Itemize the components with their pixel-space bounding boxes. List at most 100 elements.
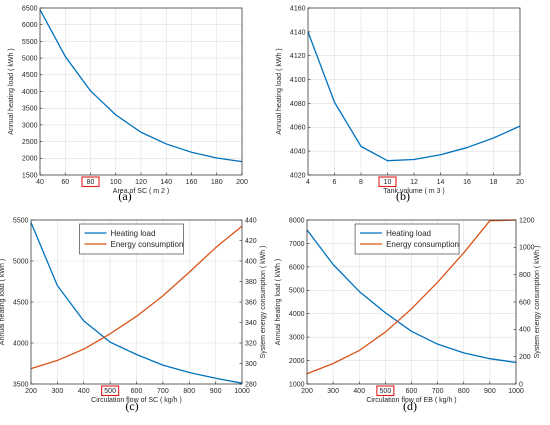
legend-box xyxy=(79,223,184,255)
axis-frame xyxy=(30,219,243,385)
panel-label: (d) xyxy=(403,399,417,413)
y-tick-label: 2500 xyxy=(22,139,38,146)
x-tick-label: 6 xyxy=(333,179,337,186)
series-line-heating-load xyxy=(307,31,521,162)
y-tick-label: 4060 xyxy=(290,125,306,132)
y2-tick-label: 360 xyxy=(245,299,257,306)
y-axis-label: Annual heating load ( kWh ) xyxy=(275,259,282,345)
y-tick-label: 4500 xyxy=(13,299,29,306)
y-tick-label: 5000 xyxy=(13,258,29,265)
series-line-energy-consumption xyxy=(30,225,243,370)
x-tick-label: 900 xyxy=(484,388,496,395)
x-tick-label: 400 xyxy=(78,388,90,395)
chart-panel-b: 4 6 8 10 12 14 16 18 20 4020 4040 4060 4080 4100 4120 4… xyxy=(276,5,524,203)
x-tick-label: 12 xyxy=(410,179,418,186)
x-tick-label: 500 xyxy=(104,388,116,395)
y-tick-label: 7000 xyxy=(289,241,305,248)
x-tick-label: 16 xyxy=(463,179,471,186)
y2-tick-label: 300 xyxy=(245,361,257,368)
legend-entry: Heating load xyxy=(111,229,156,238)
panel-label: (a) xyxy=(118,189,131,203)
y-tick-label: 5500 xyxy=(22,39,38,46)
x-tick-label: 8 xyxy=(359,179,363,186)
y-axis-label: Annual heating load ( kWh ) xyxy=(8,48,15,134)
x-tick-label: 18 xyxy=(490,179,498,186)
series-line-heating-load xyxy=(306,229,517,364)
x-tick-label: 200 xyxy=(301,388,313,395)
chart-panel-d: 200 300 400 500 600 700 800 900 1000100020003000… xyxy=(275,217,541,413)
highlight-box xyxy=(101,385,120,397)
y2-tick-label: 320 xyxy=(245,340,257,347)
y-tick-label: 4120 xyxy=(290,53,306,60)
x-tick-label: 1000 xyxy=(508,388,524,395)
y-tick-label: 2000 xyxy=(22,156,38,163)
x-tick-label: 200 xyxy=(236,179,248,186)
highlight-box xyxy=(376,385,395,397)
y-tick-label: 4500 xyxy=(22,72,38,79)
y-tick-label: 6000 xyxy=(22,22,38,29)
x-tick-label: 600 xyxy=(406,388,418,395)
x-tick-label: 1000 xyxy=(234,388,250,395)
highlight-box xyxy=(81,176,100,188)
x-tick-label: 14 xyxy=(437,179,445,186)
y-tick-label: 1500 xyxy=(22,172,38,179)
x-tick-label: 300 xyxy=(52,388,64,395)
y-tick-label: 3500 xyxy=(13,381,29,388)
y2-tick-label: 340 xyxy=(245,320,257,327)
x-tick-label: 100 xyxy=(110,179,122,186)
x-tick-label: 400 xyxy=(353,388,365,395)
y-tick-label: 1000 xyxy=(289,381,305,388)
x-tick-label: 80 xyxy=(87,179,95,186)
y-tick-label: 4100 xyxy=(290,77,306,84)
y-tick-label: 4000 xyxy=(22,89,38,96)
axis-frame xyxy=(39,7,243,176)
y2-tick-label: 440 xyxy=(245,217,257,224)
y-tick-label: 4080 xyxy=(290,101,306,108)
y2-tick-label: 280 xyxy=(245,381,257,388)
x-tick-label: 700 xyxy=(432,388,444,395)
chart-panel-c: 200 300 400 500 600 700 800 900 1000 3500 4000 4500… xyxy=(0,217,267,413)
y-tick-label: 4040 xyxy=(290,149,306,156)
y-tick-label: 4160 xyxy=(290,5,306,12)
y-tick-label: 4000 xyxy=(289,311,305,318)
axis-frame xyxy=(307,7,521,176)
y2-axis-label: System energy consumption ( kWh ) xyxy=(260,246,267,359)
x-axis-label: Area of SC ( m 2 ) xyxy=(113,188,169,195)
y-tick-label: 6500 xyxy=(22,5,38,12)
x-tick-label: 40 xyxy=(36,179,44,186)
y2-axis-label: System energy consumption ( kWh ) xyxy=(534,246,541,359)
y-tick-label: 2000 xyxy=(289,358,305,365)
y-tick-label: 3000 xyxy=(289,335,305,342)
x-axis-label: Tank volume ( m 3 ) xyxy=(383,188,444,195)
x-tick-label: 800 xyxy=(183,388,195,395)
legend-entry: Energy consumption xyxy=(386,240,459,249)
highlight-box xyxy=(378,176,397,188)
x-tick-label: 200 xyxy=(25,388,37,395)
y-tick-label: 5500 xyxy=(13,217,29,224)
y2-tick-label: 1000 xyxy=(519,245,535,252)
x-tick-label: 600 xyxy=(131,388,143,395)
legend-entry: Heating load xyxy=(386,229,431,238)
y2-tick-label: 380 xyxy=(245,279,257,286)
axis-frame xyxy=(306,219,517,385)
y2-tick-label: 400 xyxy=(519,327,531,334)
y-tick-label: 8000 xyxy=(289,217,305,224)
x-tick-label: 160 xyxy=(186,179,198,186)
x-tick-label: 300 xyxy=(327,388,339,395)
y-axis-label: Annual heating load ( kWh ) xyxy=(0,259,6,345)
legend-box xyxy=(354,223,460,255)
x-tick-label: 4 xyxy=(306,179,310,186)
x-axis-label: Circulation flow of EB ( kg/h ) xyxy=(366,397,456,404)
x-tick-label: 140 xyxy=(160,179,172,186)
panel-label: (c) xyxy=(125,399,138,413)
x-tick-label: 10 xyxy=(384,179,392,186)
legend-entry: Energy consumption xyxy=(111,240,184,249)
y2-tick-label: 600 xyxy=(519,299,531,306)
x-tick-label: 180 xyxy=(211,179,223,186)
y-tick-label: 3500 xyxy=(22,106,38,113)
y-tick-label: 4140 xyxy=(290,29,306,36)
y-tick-label: 6000 xyxy=(289,264,305,271)
y-tick-label: 4000 xyxy=(13,340,29,347)
x-tick-label: 900 xyxy=(210,388,222,395)
